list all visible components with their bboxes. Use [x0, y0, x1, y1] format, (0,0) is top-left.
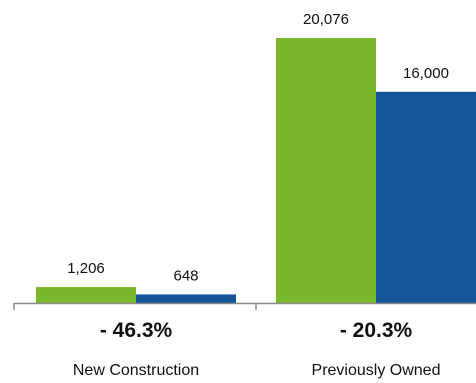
- bar-previously-owned-blue: [376, 91, 476, 303]
- percent-change-label: - 46.3%: [100, 319, 173, 342]
- bar-new-construction-green: [36, 287, 136, 303]
- category-label: Previously Owned: [312, 362, 441, 379]
- data-label: 648: [173, 267, 198, 284]
- data-label: 1,206: [67, 260, 105, 277]
- data-label: 20,076: [303, 11, 349, 28]
- bar-previously-owned-green: [276, 38, 376, 303]
- bar-new-construction-blue: [136, 294, 236, 303]
- data-label: 16,000: [403, 65, 449, 82]
- percent-change-label: - 20.3%: [340, 319, 413, 342]
- category-label: New Construction: [73, 362, 199, 379]
